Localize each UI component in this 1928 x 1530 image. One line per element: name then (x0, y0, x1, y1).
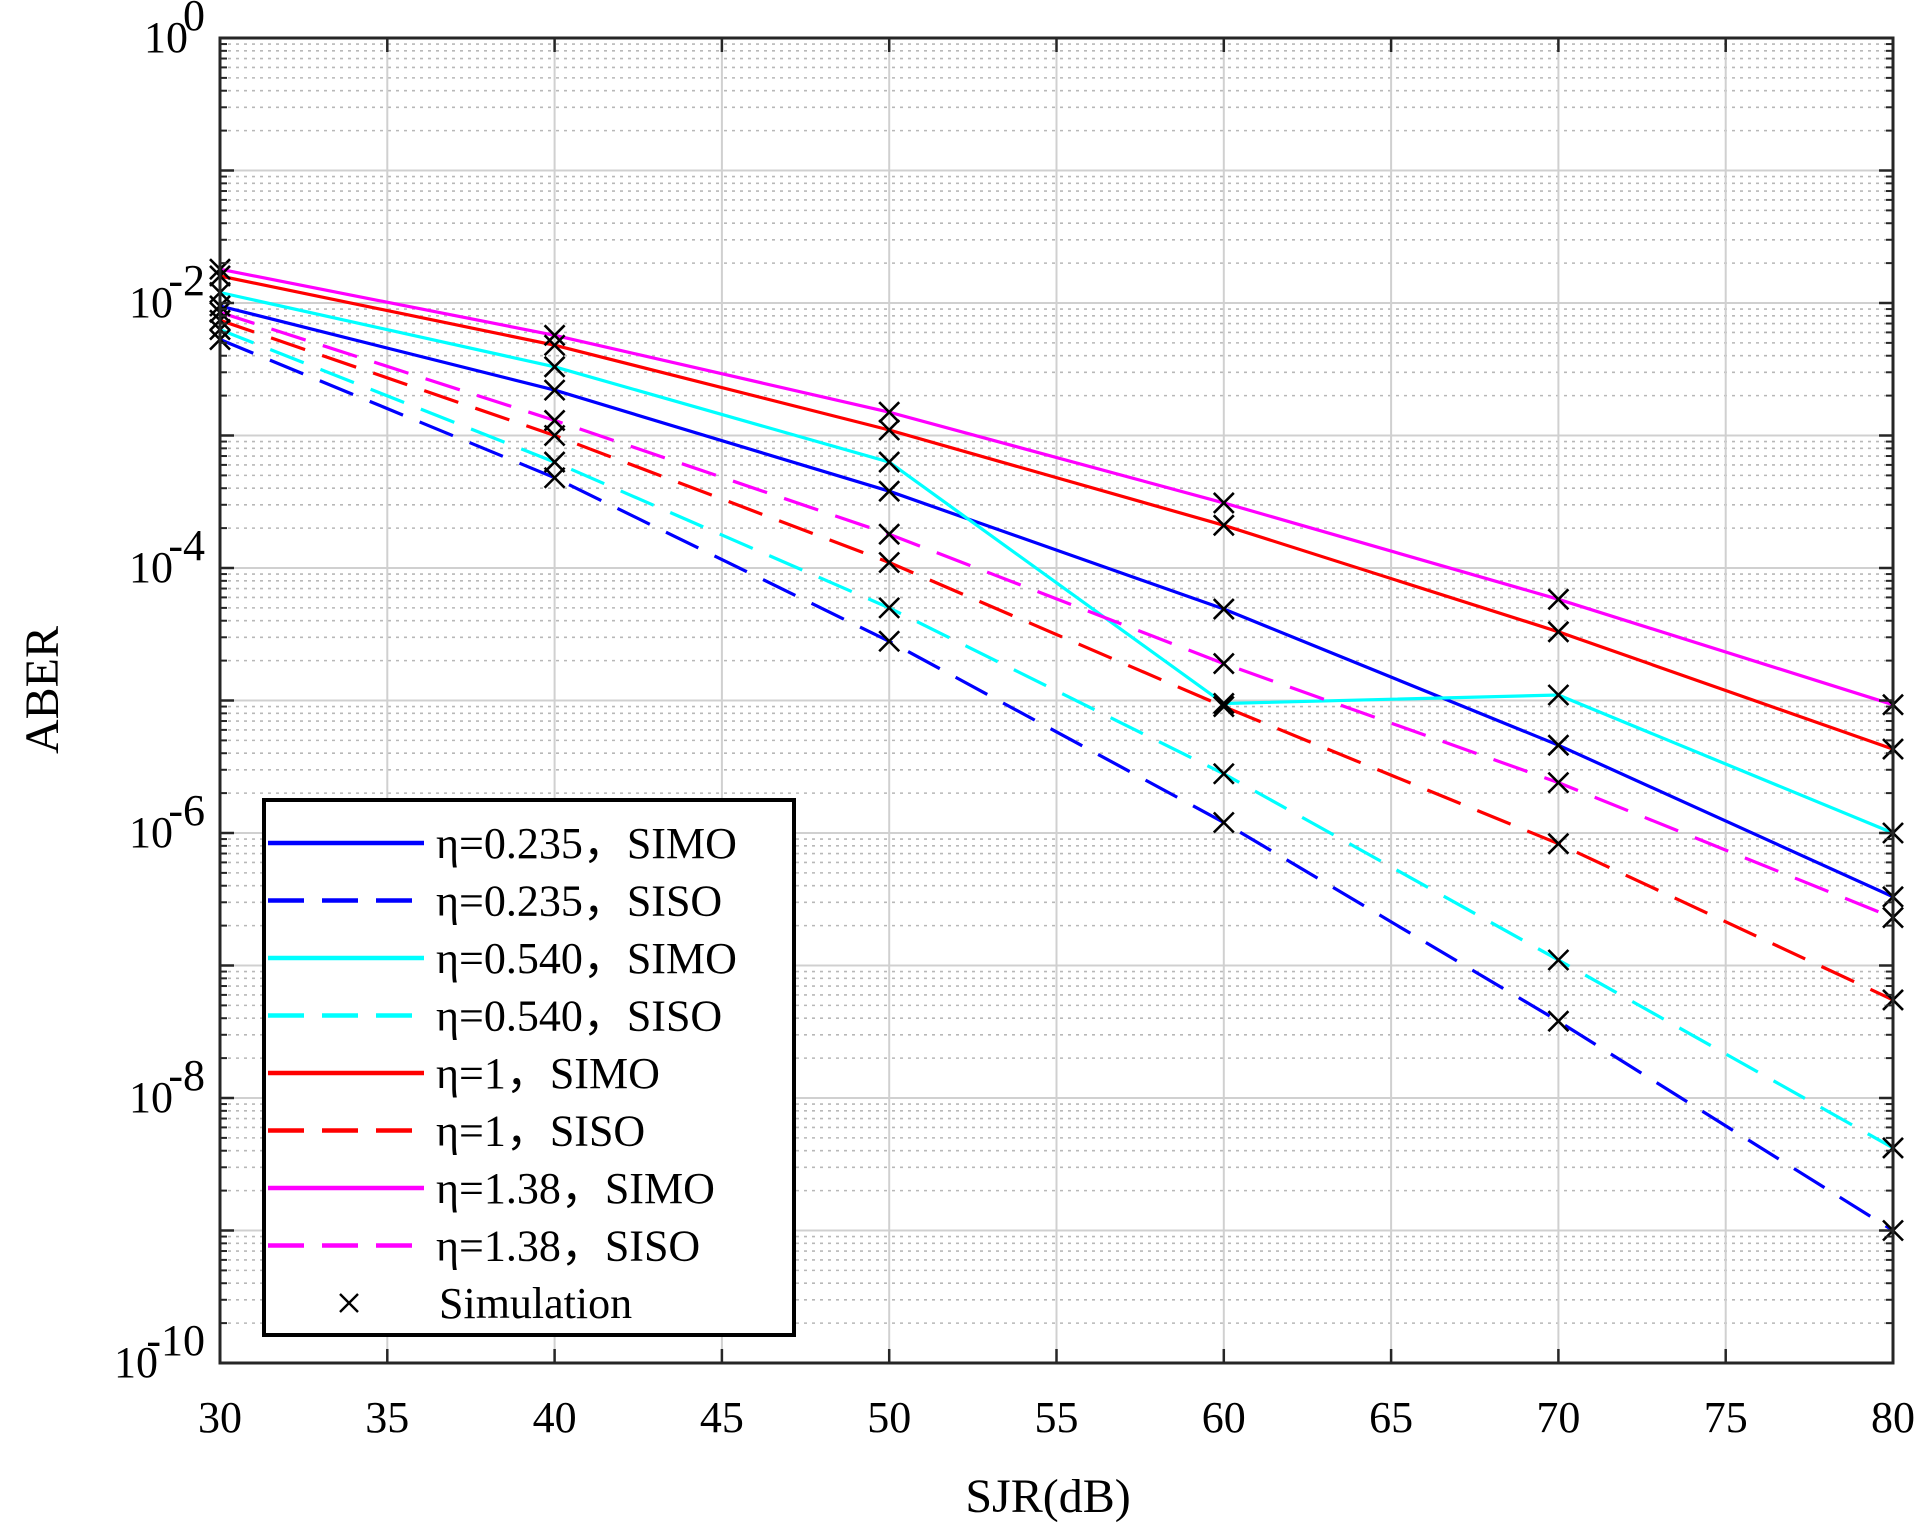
series-line-6 (219, 267, 1894, 707)
legend-item: η=1，SISO (268, 1107, 645, 1156)
x-tick-label: 55 (1035, 1393, 1079, 1442)
y-tick-base: 10 (129, 1073, 173, 1122)
x-tick-label: 35 (365, 1393, 409, 1442)
y-tick-base: 10 (129, 808, 173, 857)
y-tick-label: -610 (129, 786, 205, 857)
x-tick-label: 65 (1369, 1393, 1413, 1442)
series-line-2 (219, 290, 1894, 835)
y-tick-base: 10 (144, 13, 188, 62)
simulation-marker (543, 451, 566, 474)
y-tick-exponent: -2 (168, 256, 205, 305)
legend-item: η=0.540，SIMO (268, 934, 737, 983)
x-tick-label: 45 (700, 1393, 744, 1442)
simulation-marker (1212, 811, 1235, 834)
legend-x-marker (339, 1293, 359, 1313)
series-line-0 (219, 304, 1894, 899)
legend-item-simulation: Simulation (339, 1279, 632, 1328)
y-tick-label: 010 (144, 0, 205, 62)
simulation-marker (543, 466, 566, 489)
simulation-marker (543, 355, 566, 378)
legend-label: η=0.235，SISO (436, 877, 722, 926)
y-axis-label: ABER (16, 626, 69, 754)
simulation-marker (878, 419, 901, 441)
simulation-marker (1547, 832, 1570, 855)
series-line-3 (219, 328, 1894, 1150)
y-tick-exponent: -10 (146, 1316, 205, 1365)
x-axis-label: SJR(dB) (965, 1470, 1130, 1523)
x-tick-label: 70 (1536, 1393, 1580, 1442)
simulation-marker (543, 409, 566, 432)
x-tick-label: 40 (533, 1393, 577, 1442)
x-tick-label: 50 (867, 1393, 911, 1442)
simulation-marker (1212, 598, 1235, 620)
series-line-4 (219, 274, 1894, 751)
simulation-marker (543, 324, 566, 347)
x-tick-labels: 30 35 40 45 50 55 60 65 70 75 80 (198, 1393, 1915, 1442)
simulation-marker (1547, 1010, 1570, 1033)
simulation-marker (1547, 949, 1570, 971)
simulation-marker (1212, 514, 1235, 537)
y-tick-label: -810 (129, 1051, 205, 1122)
tick-marks (218, 36, 1895, 1365)
series-lines (219, 267, 1894, 1232)
simulation-marker (878, 451, 901, 474)
simulation-marker (543, 379, 566, 402)
y-tick-label: -210 (129, 256, 205, 327)
series-line-1 (219, 338, 1894, 1232)
legend-item: η=0.540，SISO (268, 992, 722, 1041)
legend-label: η=0.540，SIMO (436, 934, 737, 983)
grid (219, 37, 1894, 1364)
simulation-marker (878, 401, 901, 424)
legend-label: Simulation (439, 1279, 632, 1328)
legend-label: η=1，SIMO (436, 1049, 660, 1098)
y-tick-exponent: 0 (183, 0, 205, 40)
y-tick-base: 10 (129, 543, 173, 592)
simulation-marker (878, 596, 901, 619)
x-tick-label: 80 (1871, 1393, 1915, 1442)
y-tick-base: 10 (114, 1338, 158, 1387)
simulation-marker (1547, 620, 1570, 643)
simulation-marker (543, 334, 566, 357)
legend-label: η=1，SISO (436, 1107, 645, 1156)
legend-item: η=0.235，SIMO (268, 819, 737, 868)
x-tick-label: 60 (1202, 1393, 1246, 1442)
legend: η=0.235，SIMO η=0.235，SISO η=0.540，SIMO η=0.… (262, 798, 796, 1337)
legend-item: η=0.235，SISO (268, 877, 722, 926)
y-tick-exponent: -6 (168, 786, 205, 835)
x-tick-label: 30 (198, 1393, 242, 1442)
simulation-marker (878, 523, 901, 546)
simulation-marker (878, 480, 901, 503)
legend-label: η=1.38，SISO (436, 1222, 700, 1271)
x-tick-label: 75 (1704, 1393, 1748, 1442)
simulation-marker (878, 630, 901, 653)
simulation-marker (1212, 695, 1235, 718)
simulation-marker (1547, 588, 1570, 611)
y-tick-exponent: -8 (168, 1051, 205, 1100)
simulation-marker (1212, 491, 1235, 514)
legend-item: η=1.38，SIMO (268, 1164, 715, 1213)
legend-label: η=1.38，SIMO (436, 1164, 715, 1213)
legend-item: η=1，SIMO (268, 1049, 660, 1098)
simulation-marker (1212, 762, 1235, 785)
simulation-marker (1547, 771, 1570, 794)
y-tick-base: 10 (129, 278, 173, 327)
legend-label: η=0.235，SIMO (436, 819, 737, 868)
simulation-marker (1547, 684, 1570, 706)
y-tick-label: -410 (129, 521, 205, 592)
simulation-marker (878, 551, 901, 574)
series-line-7 (219, 310, 1894, 920)
y-tick-exponent: -4 (168, 521, 205, 570)
simulation-marker (1547, 734, 1570, 757)
simulation-marker (1212, 652, 1235, 675)
legend-label: η=0.540，SISO (436, 992, 722, 1041)
legend-item: η=1.38，SISO (268, 1222, 700, 1271)
series-line-5 (219, 318, 1894, 1002)
simulation-marker (1212, 692, 1235, 715)
